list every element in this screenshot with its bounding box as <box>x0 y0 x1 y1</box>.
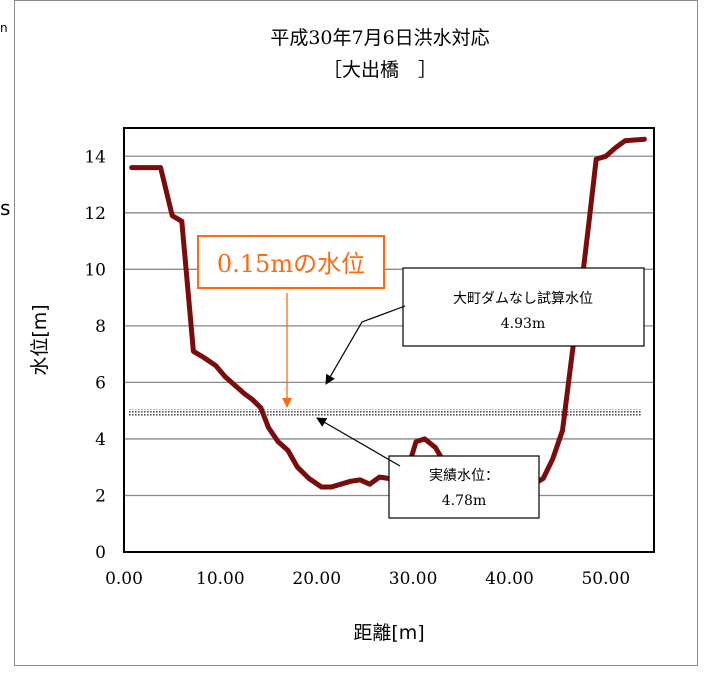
x-axis-label: 距離[m] <box>353 622 424 644</box>
y-ticks: 0 2 4 6 8 10 12 14 <box>84 147 106 563</box>
x-tick-label-10.00: 10.00 <box>196 569 245 589</box>
x-ticks: 0.00 10.00 20.00 30.00 40.00 50.00 <box>105 569 630 589</box>
y-tick-label-0: 0 <box>95 543 106 563</box>
plot-area-border <box>123 127 655 553</box>
annotation-box-1-line2: 4.93m <box>501 316 545 332</box>
annotation-box-2-line1: 実績水位： <box>429 468 499 484</box>
y-tick-label-12: 12 <box>84 204 106 224</box>
y-axis-label: 水位[m] <box>29 304 51 375</box>
annotation-arrow-1 <box>325 305 406 385</box>
y-tick-label-10: 10 <box>84 260 106 280</box>
x-tick-label-50.00: 50.00 <box>581 569 630 589</box>
annotation-box-1-line1: 大町ダムなし試算水位 <box>453 291 593 307</box>
annotation-box-1 <box>402 267 645 347</box>
threshold-band <box>128 409 642 417</box>
x-tick-label-20.00: 20.00 <box>292 569 341 589</box>
y-tick-label-6: 6 <box>95 373 106 393</box>
y-tick-label-14: 14 <box>84 147 106 167</box>
threshold-line <box>128 409 642 417</box>
x-tick-label-30.00: 30.00 <box>389 569 438 589</box>
annotation-box-2-line2: 4.78m <box>442 493 486 509</box>
x-tick-label-0.00: 0.00 <box>105 569 143 589</box>
clipped-text-s: s <box>0 196 11 220</box>
clipped-text-n: n <box>0 21 8 35</box>
chart-subtitle: ［大出橋 ］ <box>323 59 437 81</box>
y-tick-label-8: 8 <box>95 317 106 337</box>
highlight-text: 0.15mの水位 <box>217 250 365 278</box>
chart-title: 平成30年7月6日洪水対応 <box>270 27 489 49</box>
annotation-box-2 <box>388 455 540 519</box>
annotation-arrow-2 <box>316 417 401 467</box>
highlight-box <box>197 235 385 289</box>
y-tick-label-4: 4 <box>95 430 106 450</box>
x-tick-label-40.00: 40.00 <box>485 569 534 589</box>
y-tick-label-2: 2 <box>95 486 106 506</box>
